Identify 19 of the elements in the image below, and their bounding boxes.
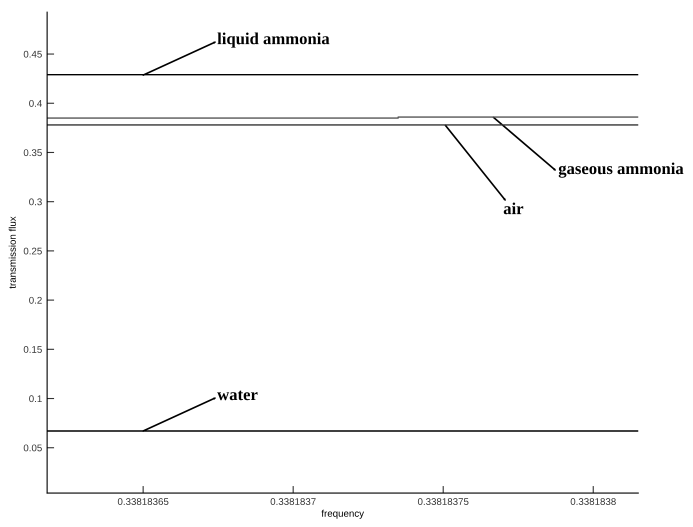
x-tick-label: 0.3381838 <box>570 498 616 506</box>
y-tick-label: 0.4 <box>29 100 42 107</box>
y-tick-label: 0.25 <box>24 248 42 255</box>
x-tick-label: 0.3381837 <box>270 498 316 506</box>
y-tick-label: 0.3 <box>29 198 42 206</box>
x-tick-label: 0.33818375 <box>418 498 468 506</box>
annotation: liquid ammonia <box>217 32 330 48</box>
y-tick-label: 0.05 <box>24 444 42 452</box>
annotation: air <box>504 202 524 214</box>
y-tick-label: 0.2 <box>29 296 42 304</box>
y-tick-label: 0.35 <box>24 149 42 156</box>
annotation: gaseous ammonia <box>558 162 684 178</box>
x-tick-label: 0.33818365 <box>118 498 168 506</box>
y-tick-label: 0.1 <box>29 395 42 402</box>
y-tick-label: 0.45 <box>24 50 42 58</box>
y-axis-title: transmission flux <box>8 216 16 289</box>
x-axis-title: frequency <box>321 510 364 519</box>
annotation: water <box>217 390 258 400</box>
y-tick-label: 0.15 <box>24 346 42 353</box>
